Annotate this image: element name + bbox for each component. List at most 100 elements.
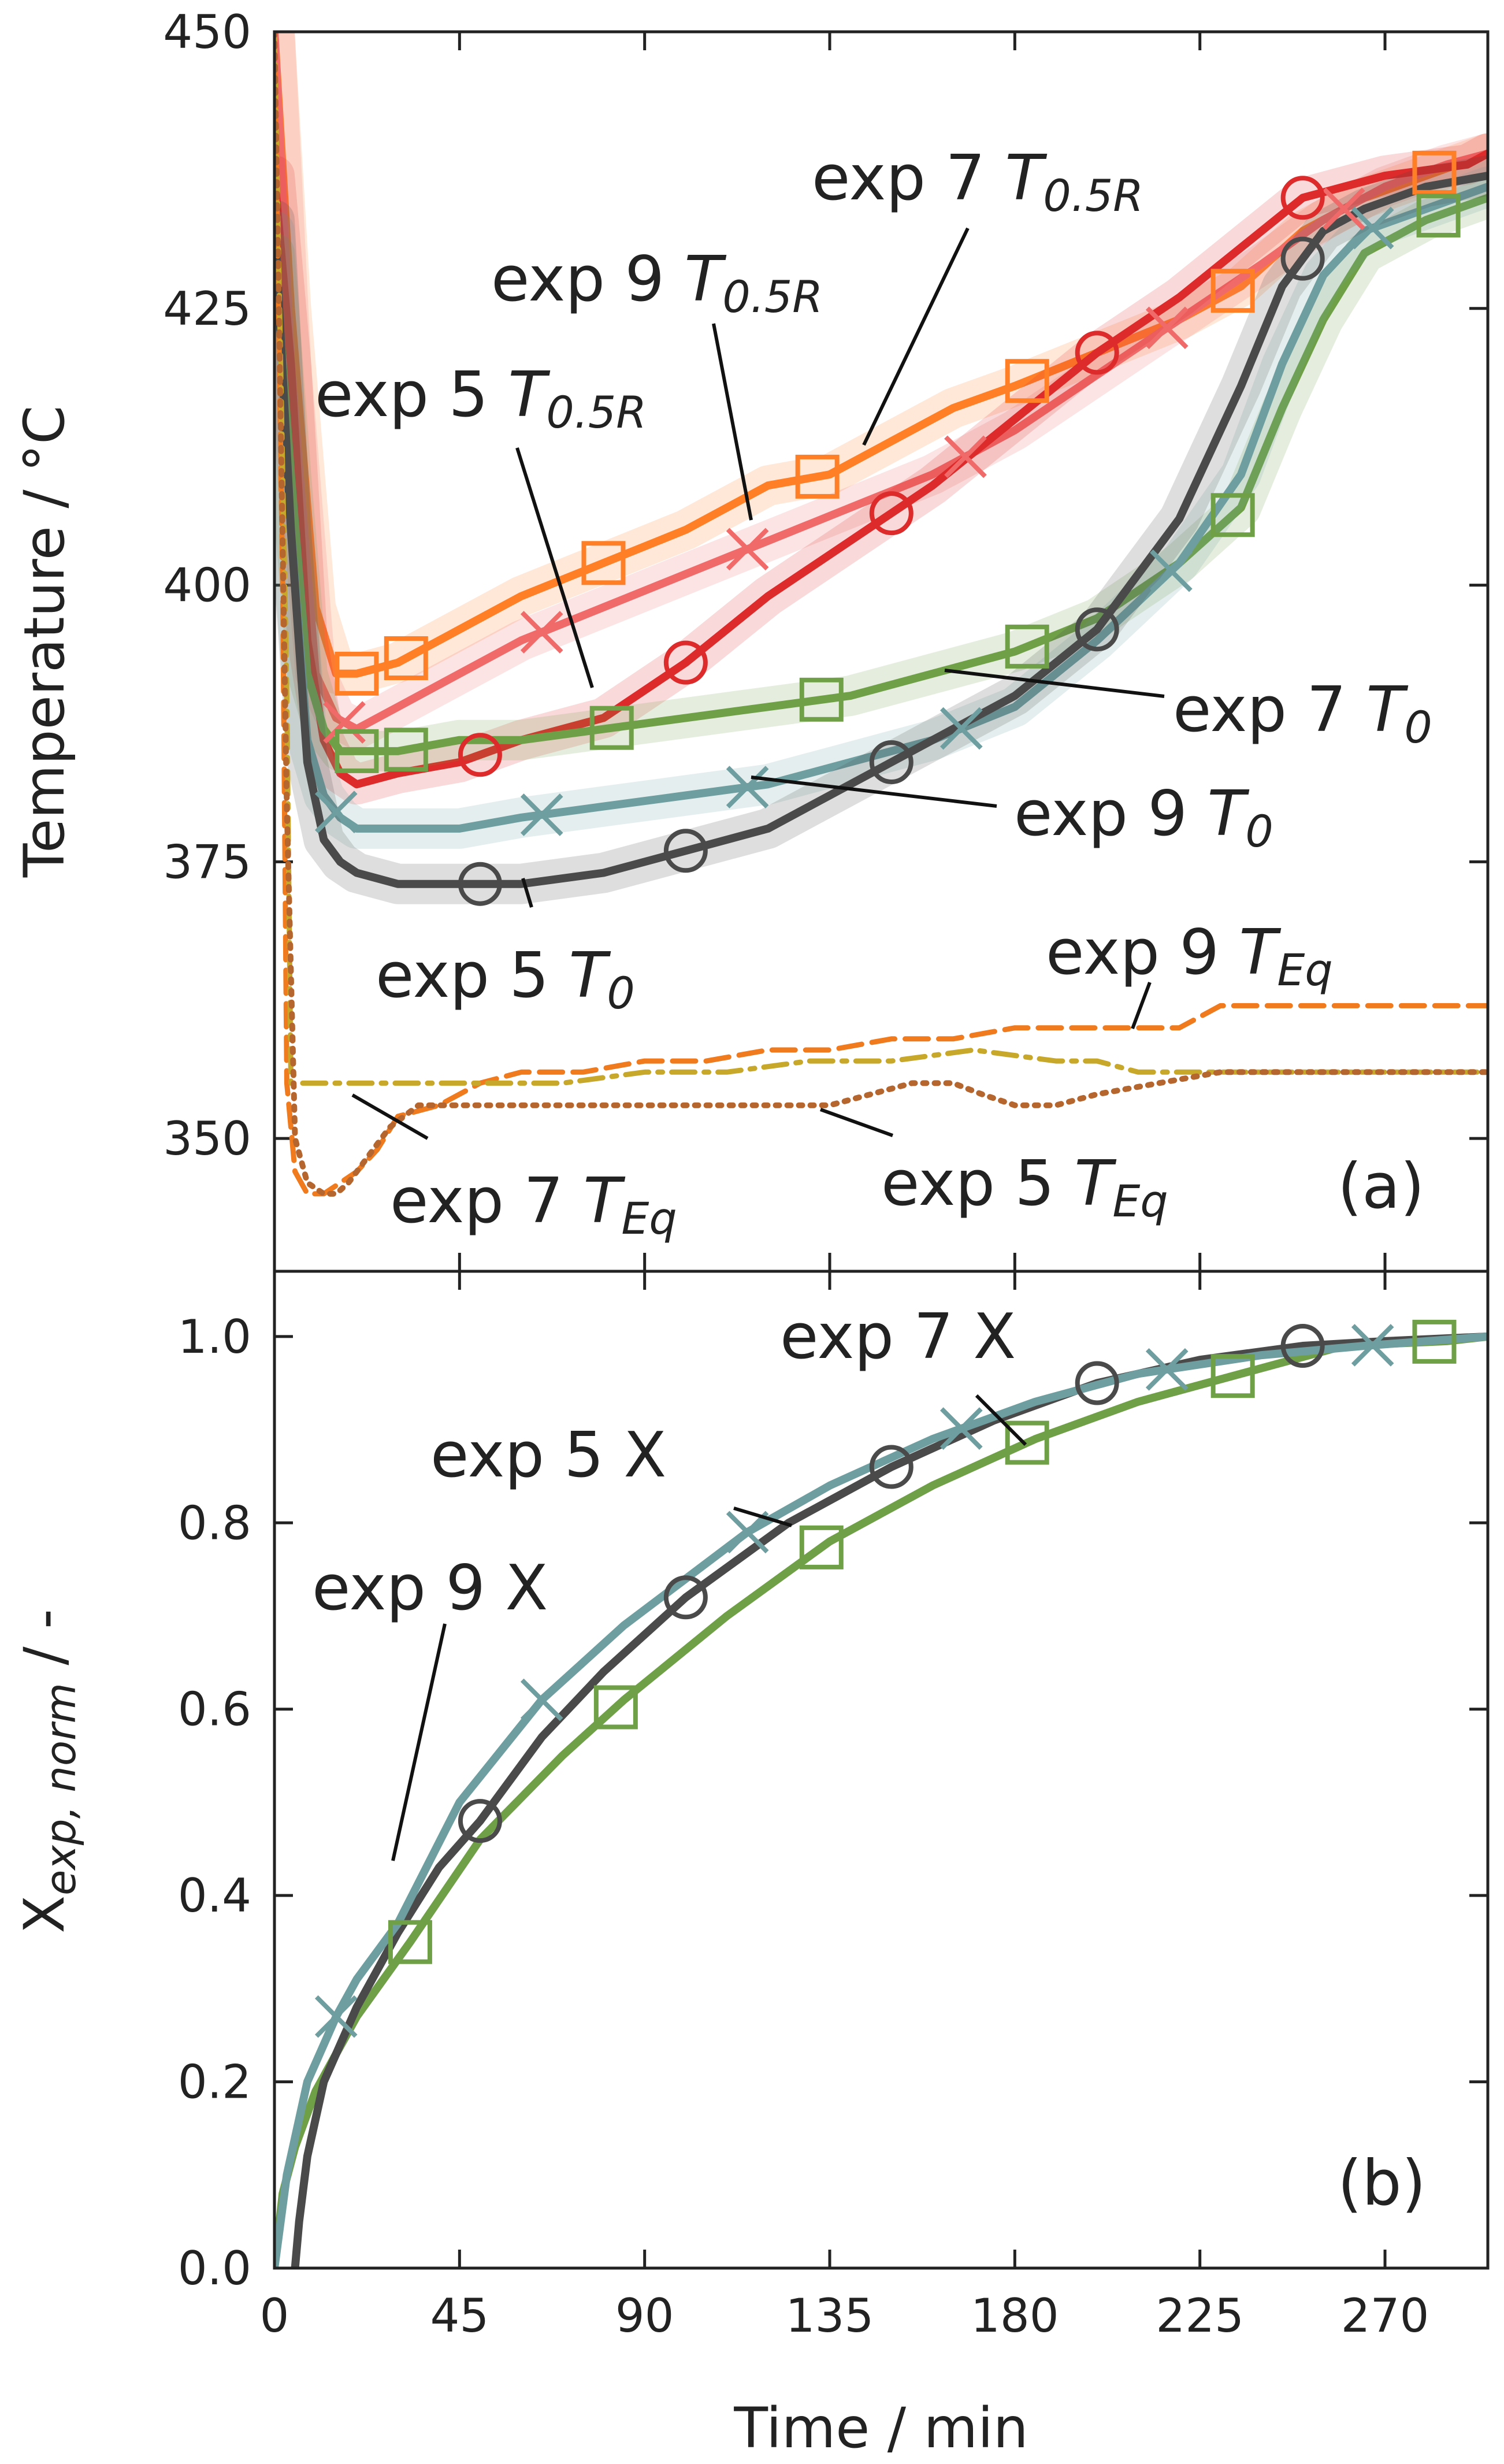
panel-b: 0 45 90 135 180 225 270 0.0 0.2 0.4 0.6 0.8 1.0 Xexp… — [12, 1270, 1490, 2461]
marker-x-exp-9-x-5 — [1351, 1324, 1394, 1367]
marker-circle-exp-5-t0-0 — [458, 862, 502, 906]
marker-x-exp-9-t0-0 — [314, 791, 358, 834]
panel-a-markers — [314, 150, 1461, 906]
leader-exp9-x — [391, 1623, 447, 1861]
marker-x-exp-9-t0-5r-2 — [726, 528, 769, 571]
x-tick-label: 45 — [430, 2289, 489, 2343]
panel-b-ticks: 0 45 90 135 180 225 270 0.0 0.2 0.4 0.6 0.8 1.0 — [178, 1271, 1488, 2343]
marker-x-exp-9-x-4 — [1145, 1348, 1189, 1391]
series-line-exp-9-x — [274, 1332, 1488, 2268]
marker-square-exp-7-x-0 — [388, 1920, 432, 1964]
marker-circle-exp-5-x-2 — [869, 1445, 913, 1489]
marker-x-exp-9-x-2 — [726, 1511, 769, 1554]
annotation-exp5-teq: exp 5 TEq — [881, 1148, 1168, 1227]
marker-x-exp-9-x-3 — [939, 1407, 983, 1450]
y-tick-label: 350 — [163, 1112, 251, 1166]
panel-b-leader-lines — [391, 1394, 1027, 1861]
x-tick-label: 135 — [786, 2289, 874, 2343]
marker-circle-exp-5-t0-5r-1 — [663, 640, 708, 685]
y-tick-label: 425 — [163, 282, 251, 336]
annotation-exp5-t05r: exp 5 T0.5R — [315, 359, 647, 438]
marker-x-exp-9-t0-5 — [1351, 206, 1394, 250]
annotation-exp7-t05r: exp 7 T0.5R — [812, 142, 1143, 221]
marker-x-exp-9-t0-5r-4 — [1145, 306, 1189, 350]
x-tick-label: 180 — [971, 2289, 1059, 2343]
marker-circle-exp-5-x-0 — [458, 1799, 502, 1843]
marker-square-exp-7-t0-5r-1 — [384, 636, 428, 680]
leader-exp5-teq — [819, 1108, 894, 1137]
marker-x-exp-9-t0-5r-1 — [520, 611, 563, 654]
annotation-exp9-x: exp 9 X — [312, 1552, 548, 1624]
annotation-exp7-teq: exp 7 TEq — [390, 1165, 677, 1244]
marker-circle-exp-5-t0-1 — [663, 829, 708, 873]
y-tick-label: 400 — [163, 559, 251, 613]
marker-x-exp-9-x-0 — [314, 1995, 358, 2038]
panel-a-y-axis-label: Temperature / °C — [12, 406, 77, 878]
y-tick-label: 1.0 — [178, 1310, 251, 1364]
marker-square-exp-7-t0-0 — [335, 729, 379, 773]
marker-square-exp-7-t0-4 — [1005, 624, 1049, 669]
marker-x-exp-9-t0-5r-5 — [1323, 187, 1365, 231]
series-line-exp-5-t0 — [274, 172, 1488, 888]
annotation-exp5-t0: exp 5 T0 — [376, 940, 635, 1019]
marker-x-exp-9-t0-3 — [939, 707, 983, 750]
marker-square-exp-7-t0-3 — [799, 677, 844, 722]
marker-square-exp-7-x-2 — [799, 1525, 844, 1569]
leader-exp7-t05r — [862, 227, 970, 446]
marker-circle-exp-5-t0-4 — [1280, 236, 1325, 281]
panel-b-markers — [314, 1319, 1457, 2038]
panel-a-label: (a) — [1338, 1151, 1424, 1223]
y-tick-label: 450 — [163, 5, 251, 59]
marker-circle-exp-5-x-3 — [1075, 1361, 1119, 1405]
panel-b-frame — [273, 1270, 1490, 2270]
panel-a-leader-lines — [351, 227, 1165, 1140]
leader-exp7-teq — [351, 1093, 429, 1140]
x-tick-label: 90 — [615, 2289, 674, 2343]
annotation-exp9-teq: exp 9 TEq — [1046, 916, 1333, 996]
series-line-exp-7-x — [274, 1332, 1488, 2268]
marker-square-exp-7-x-4 — [1210, 1354, 1255, 1398]
leader-exp9-teq — [1131, 981, 1152, 1030]
marker-square-exp-7-x-5 — [1412, 1319, 1457, 1364]
series-line-exp-5-teq — [274, 32, 1488, 1197]
x-tick-label: 270 — [1341, 2289, 1429, 2343]
marker-square-exp-7-t0-5r-4 — [1005, 359, 1049, 403]
series-line-exp-9-teq — [274, 32, 1488, 1197]
marker-square-exp-7-t0-6 — [1416, 193, 1461, 238]
annotation-exp5-x: exp 5 X — [430, 1419, 666, 1491]
panel-a: 350 375 400 425 450 Temperature / °C exp 7 T… — [12, 5, 1490, 1273]
marker-square-exp-7-t0-5 — [1210, 493, 1255, 537]
y-tick-label: 0.8 — [178, 1496, 251, 1550]
marker-circle-exp-5-t0-5r-3 — [1075, 331, 1119, 375]
annotation-exp9-t0: exp 9 T0 — [1014, 778, 1273, 857]
marker-circle-exp-5-x-4 — [1280, 1323, 1325, 1368]
panel-b-label: (b) — [1338, 2147, 1426, 2220]
y-tick-label: 0.2 — [178, 2055, 251, 2109]
marker-square-exp-7-t0-5r-5 — [1210, 269, 1255, 313]
marker-circle-exp-5-t0-5r-0 — [458, 733, 502, 777]
marker-circle-exp-5-t0-3 — [1075, 607, 1119, 652]
marker-square-exp-7-t0-2 — [589, 706, 634, 750]
series-line-exp-5-x — [291, 1332, 1488, 2268]
marker-circle-exp-5-t0-5r-2 — [869, 491, 913, 536]
leader-exp5-t0 — [521, 878, 533, 908]
marker-x-exp-9-t0-5r-3 — [944, 435, 987, 478]
leader-exp7-x — [975, 1394, 1027, 1446]
leader-exp9-t05r — [712, 323, 753, 521]
annotation-exp7-t0: exp 7 T0 — [1173, 674, 1432, 753]
marker-x-exp-9-t0-4 — [1150, 549, 1193, 592]
marker-x-exp-9-t0-1 — [520, 793, 563, 836]
marker-square-exp-7-t0-1 — [384, 728, 428, 772]
y-tick-label: 0.6 — [178, 1683, 251, 1736]
panel-b-y-axis-label: Xexp, norm / - — [12, 1609, 85, 1934]
leader-exp7-t0 — [944, 669, 1165, 698]
series-line-exp-5-t0-5r — [274, 149, 1488, 789]
marker-circle-exp-5-x-1 — [663, 1575, 708, 1620]
y-tick-label: 0.4 — [178, 1869, 251, 1923]
panel-b-series — [274, 1332, 1488, 2268]
marker-x-exp-9-t0-2 — [726, 766, 769, 808]
marker-circle-exp-5-t0-2 — [869, 740, 913, 785]
marker-square-exp-7-t0-5r-0 — [335, 651, 379, 696]
marker-x-exp-9-t0-5r-0 — [323, 701, 366, 744]
